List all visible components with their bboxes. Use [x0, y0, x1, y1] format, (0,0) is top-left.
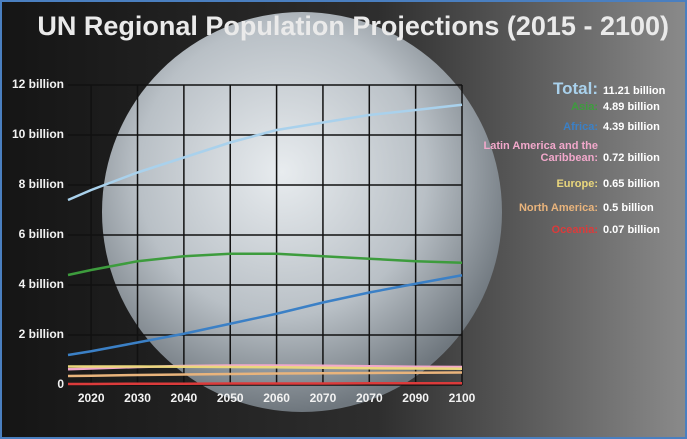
series-line: [68, 365, 463, 370]
legend-entry: Europe: 0.65 billion: [478, 178, 660, 190]
legend-label: Total:: [552, 79, 598, 98]
series-line: [67, 371, 463, 378]
x-tick-label: 2050: [217, 391, 244, 405]
y-tick-label: 2 billion: [19, 327, 64, 341]
x-tick-label: 2070: [356, 391, 383, 405]
value-label: 0.72 billion: [603, 152, 660, 164]
series-line: [67, 103, 463, 202]
legend-label: Asia:: [571, 101, 598, 113]
x-tick-label: 2090: [402, 391, 429, 405]
y-tick-label: 6 billion: [19, 227, 64, 241]
legend-entry: North America: 0.5 billion: [478, 202, 654, 214]
value-label: 0.07 billion: [603, 224, 660, 236]
value-label: 0.5 billion: [603, 202, 654, 214]
x-tick-label: 2030: [124, 391, 151, 405]
legend-entry: Total: 11.21 billion: [478, 80, 665, 97]
x-tick-label: 2020: [78, 391, 105, 405]
x-tick-label: 2060: [263, 391, 290, 405]
series-line: [68, 382, 462, 386]
value-label: 4.89 billion: [603, 101, 660, 113]
legend-entry: Africa: 4.39 billion: [478, 121, 660, 133]
legend-label: Oceania:: [551, 224, 598, 236]
legend-label: Latin America and the Caribbean:: [483, 140, 598, 164]
y-tick-label: 4 billion: [19, 277, 64, 291]
value-label: 11.21 billion: [603, 85, 666, 97]
legend-label: Africa:: [563, 121, 598, 133]
series-line: [67, 274, 463, 357]
y-tick-label: 10 billion: [12, 127, 64, 141]
x-tick-label: 2040: [171, 391, 198, 405]
series-line: [67, 252, 463, 277]
y-tick-label: 12 billion: [12, 77, 64, 91]
legend-entry: Asia: 4.89 billion: [478, 101, 660, 113]
earth-image: [102, 12, 502, 412]
legend-entry: Oceania: 0.07 billion: [478, 224, 660, 236]
legend-label: Europe:: [556, 178, 598, 190]
chart-title: UN Regional Population Projections (2015…: [37, 11, 669, 41]
legend-entry: Latin America and the Caribbean: 0.72 bil…: [478, 140, 660, 164]
x-tick-label: 2070: [310, 391, 337, 405]
y-tick-label: 8 billion: [19, 177, 64, 191]
x-tick-label: 2100: [449, 391, 476, 405]
value-label: 0.65 billion: [603, 178, 660, 190]
value-label: 4.39 billion: [603, 121, 660, 133]
y-tick-label: 0: [57, 377, 64, 391]
legend-label: North America:: [518, 202, 598, 214]
